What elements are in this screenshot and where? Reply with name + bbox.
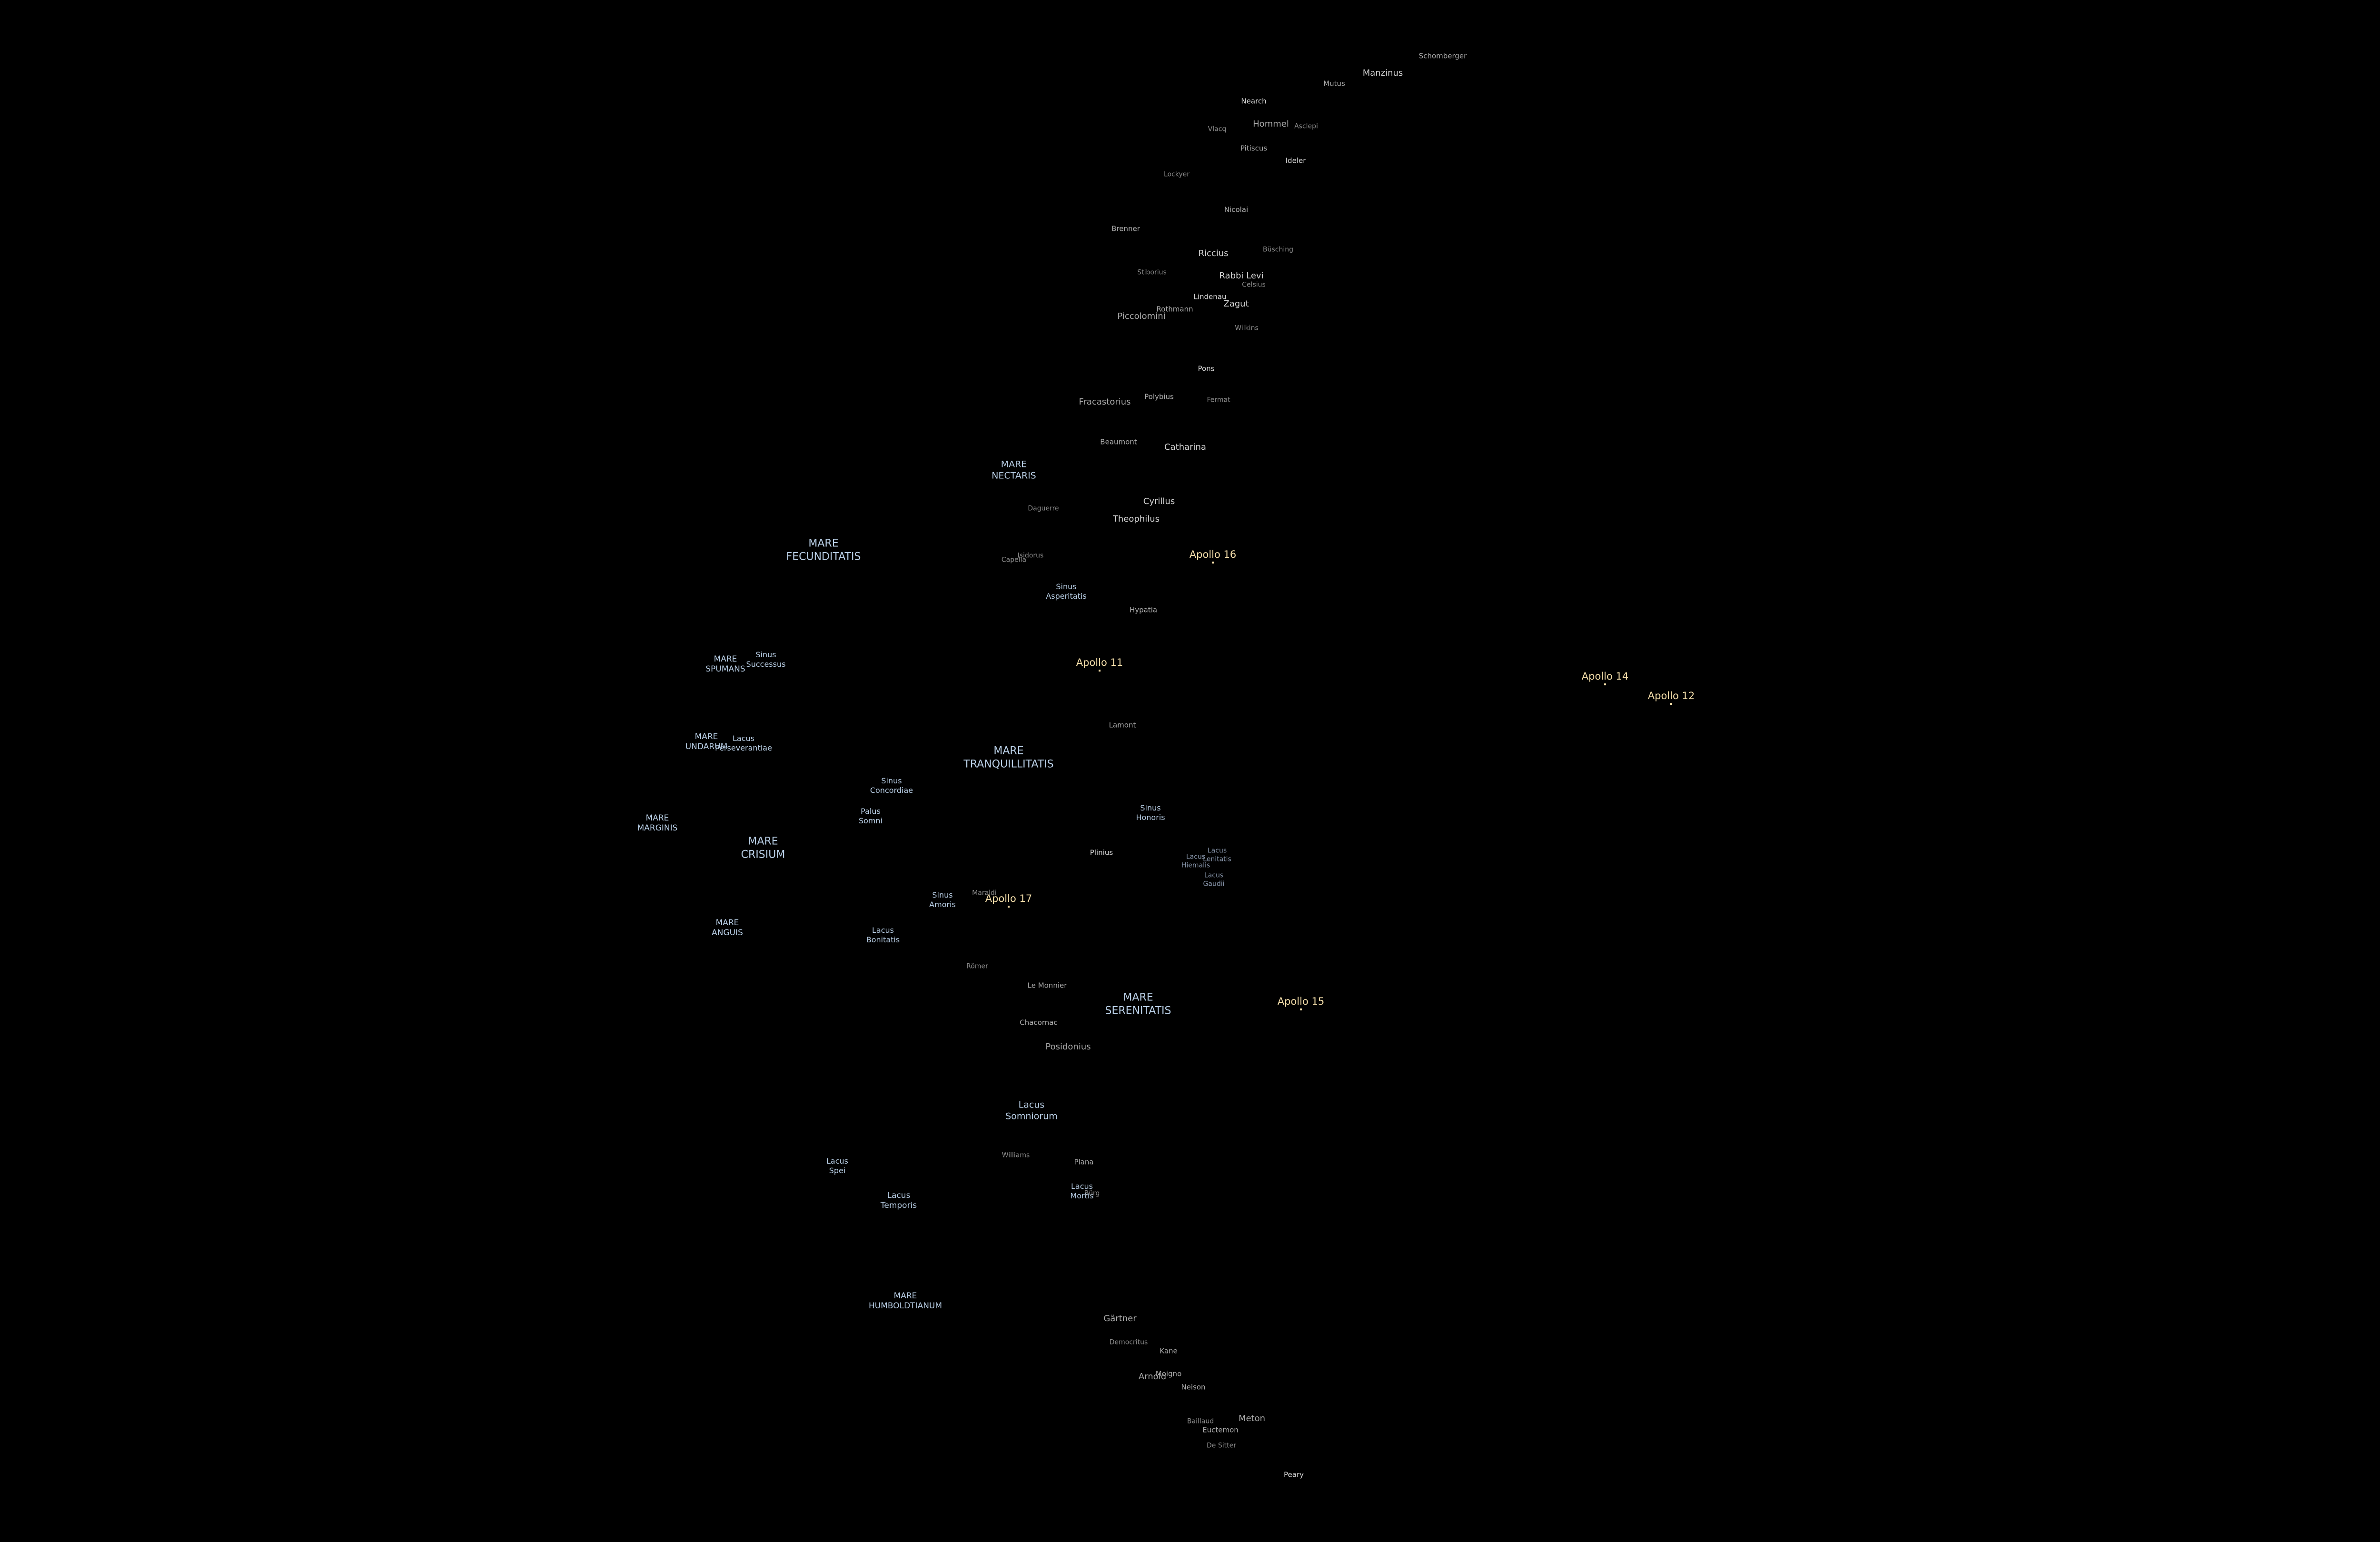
crater-busching-label: Büsching xyxy=(1263,246,1293,254)
apollo-17-label[interactable]: Apollo 17 xyxy=(985,892,1032,904)
crater-hommel-label: Hommel xyxy=(1253,119,1289,129)
crater-celsius-label: Celsius xyxy=(1242,281,1266,289)
apollo-14-label[interactable]: Apollo 14 xyxy=(1581,670,1629,682)
crater-polybius-label: Polybius xyxy=(1144,392,1174,401)
crater-plinius-label: Plinius xyxy=(1090,848,1113,857)
crater-beaumont-label: Beaumont xyxy=(1100,437,1137,446)
apollo-11-label[interactable]: Apollo 11 xyxy=(1076,656,1123,668)
mare-marginis-label: MARE MARGINIS xyxy=(637,813,678,833)
crater-nicolai-label: Nicolai xyxy=(1224,205,1249,214)
lacus-gaudii-label: Lacus Gaudii xyxy=(1203,871,1225,888)
crater-williams-label: Williams xyxy=(1002,1151,1030,1159)
crater-meton-label: Meton xyxy=(1238,1413,1266,1423)
lacus-temporis-label: Lacus Temporis xyxy=(880,1190,917,1210)
crater-manzinus-label: Manzinus xyxy=(1362,68,1403,78)
mare-nectaris-label: MARE NECTARIS xyxy=(992,459,1036,481)
crater-cyrillus-label: Cyrillus xyxy=(1143,496,1175,506)
mare-spumans-label: MARE SPUMANS xyxy=(705,654,745,674)
crater-neison-label: Neison xyxy=(1181,1383,1206,1392)
crater-capella-label: Capella xyxy=(1001,556,1027,564)
apollo-17-marker[interactable] xyxy=(1008,906,1010,908)
sinus-successus-label: Sinus Successus xyxy=(746,650,786,669)
crater-fracastorius-label: Fracastorius xyxy=(1079,396,1131,407)
sinus-honoris-label: Sinus Honoris xyxy=(1136,803,1165,822)
crater-moigno-label: Moigno xyxy=(1155,1369,1182,1378)
mare-serenitatis-label: MARE SERENITATIS xyxy=(1105,991,1171,1017)
mare-crisium-label: MARE CRISIUM xyxy=(741,835,785,861)
lacus-hiemalis-label: Lacus Hiemalis xyxy=(1181,853,1210,870)
apollo-12-marker[interactable] xyxy=(1670,703,1672,705)
mare-humboldtianum-label: MARE HUMBOLDTIANUM xyxy=(868,1291,942,1311)
palus-somni-label: Palus Somni xyxy=(858,807,883,825)
crater-vlacq-label: Vlacq xyxy=(1208,125,1227,133)
crater-schomberger-label: Schomberger xyxy=(1418,51,1467,60)
apollo-11-marker[interactable] xyxy=(1099,670,1101,672)
apollo-16-label[interactable]: Apollo 16 xyxy=(1189,548,1237,560)
crater-gartner-label: Gärtner xyxy=(1103,1313,1137,1324)
sinus-concordiae-label: Sinus Concordiae xyxy=(870,776,913,795)
crater-le-monnier-label: Le Monnier xyxy=(1027,981,1067,990)
mare-anguis-label: MARE ANGUIS xyxy=(712,918,743,938)
crater-theophilus-label: Theophilus xyxy=(1112,514,1160,524)
crater-wilkins-label: Wilkins xyxy=(1235,324,1259,332)
crater-maraldi-label: Maraldi xyxy=(972,889,997,897)
crater-lamont-label: Lamont xyxy=(1109,721,1136,730)
crater-mutus-label: Mutus xyxy=(1323,79,1345,88)
crater-hypatia-label: Hypatia xyxy=(1129,605,1158,614)
crater-pons-label: Pons xyxy=(1198,364,1215,373)
crater-chacornac-label: Chacornac xyxy=(1020,1018,1058,1027)
apollo-12-label[interactable]: Apollo 12 xyxy=(1647,690,1695,702)
crater-fermat-label: Fermat xyxy=(1207,396,1230,404)
lacus-mortis-label: Lacus Mortis xyxy=(1070,1182,1094,1200)
lacus-spei-label: Lacus Spei xyxy=(826,1156,848,1175)
crater-asclepi-label: Asclepi xyxy=(1294,122,1318,130)
apollo-14-marker[interactable] xyxy=(1604,683,1606,685)
crater-riccius-label: Riccius xyxy=(1198,248,1229,258)
crater-isidorus-label: Isidorus xyxy=(1017,552,1044,560)
crater-democritus-label: Democritus xyxy=(1109,1338,1148,1346)
crater-lockyer-label: Lockyer xyxy=(1163,170,1190,178)
lacus-perseverantiae-label: Lacus Perseverantiae xyxy=(715,734,772,752)
crater-plana-label: Plana xyxy=(1074,1157,1094,1166)
mare-tranquillitatis-label: MARE TRANQUILLITATIS xyxy=(963,745,1054,771)
crater-rothmann-label: Rothmann xyxy=(1156,305,1193,314)
lacus-somniorum-label: Lacus Somniorum xyxy=(1005,1099,1058,1121)
crater-brenner-label: Brenner xyxy=(1111,224,1140,233)
lacus-lenitatis-label: Lacus Lenitatis xyxy=(1203,847,1231,863)
sinus-asperitatis-label: Sinus Asperitatis xyxy=(1046,582,1087,601)
crater-catharina-label: Catharina xyxy=(1164,442,1206,452)
crater-stiborius-label: Stiborius xyxy=(1137,268,1167,277)
crater-posidonius-label: Posidonius xyxy=(1045,1041,1091,1052)
crater-euctemon-label: Euctemon xyxy=(1202,1425,1239,1434)
apollo-15-marker[interactable] xyxy=(1300,1008,1302,1010)
crater-romer-label: Römer xyxy=(966,962,988,970)
crater-pitiscus-label: Pitiscus xyxy=(1240,144,1268,153)
apollo-15-label[interactable]: Apollo 15 xyxy=(1277,995,1325,1007)
crater-baillaud-label: Baillaud xyxy=(1187,1417,1214,1425)
crater-rabbi-levi-label: Rabbi Levi xyxy=(1219,270,1264,281)
crater-de-sitter-label: De Sitter xyxy=(1207,1442,1236,1450)
crater-peary-label: Peary xyxy=(1284,1470,1304,1479)
mare-undarum-label: MARE UNDARUM xyxy=(685,731,728,751)
crater-lindenau-label: Lindenau xyxy=(1193,292,1227,301)
mare-fecunditatis-label: MARE FECUNDITATIS xyxy=(786,537,861,563)
crater-piccolomini-label: Piccolomini xyxy=(1117,311,1166,321)
crater-nearch-label: Nearch xyxy=(1241,97,1267,106)
sinus-amoris-label: Sinus Amoris xyxy=(929,890,956,909)
crater-ideler-label: Ideler xyxy=(1285,156,1306,165)
crater-zagut-label: Zagut xyxy=(1223,298,1249,309)
lacus-bonitatis-label: Lacus Bonitatis xyxy=(866,926,900,944)
crater-arnold-label: Arnold xyxy=(1138,1371,1167,1382)
crater-kane-label: Kane xyxy=(1160,1346,1178,1355)
crater-daguerre-label: Daguerre xyxy=(1028,504,1059,513)
crater-burg-label: Bürg xyxy=(1084,1189,1100,1197)
apollo-16-marker[interactable] xyxy=(1212,562,1214,563)
